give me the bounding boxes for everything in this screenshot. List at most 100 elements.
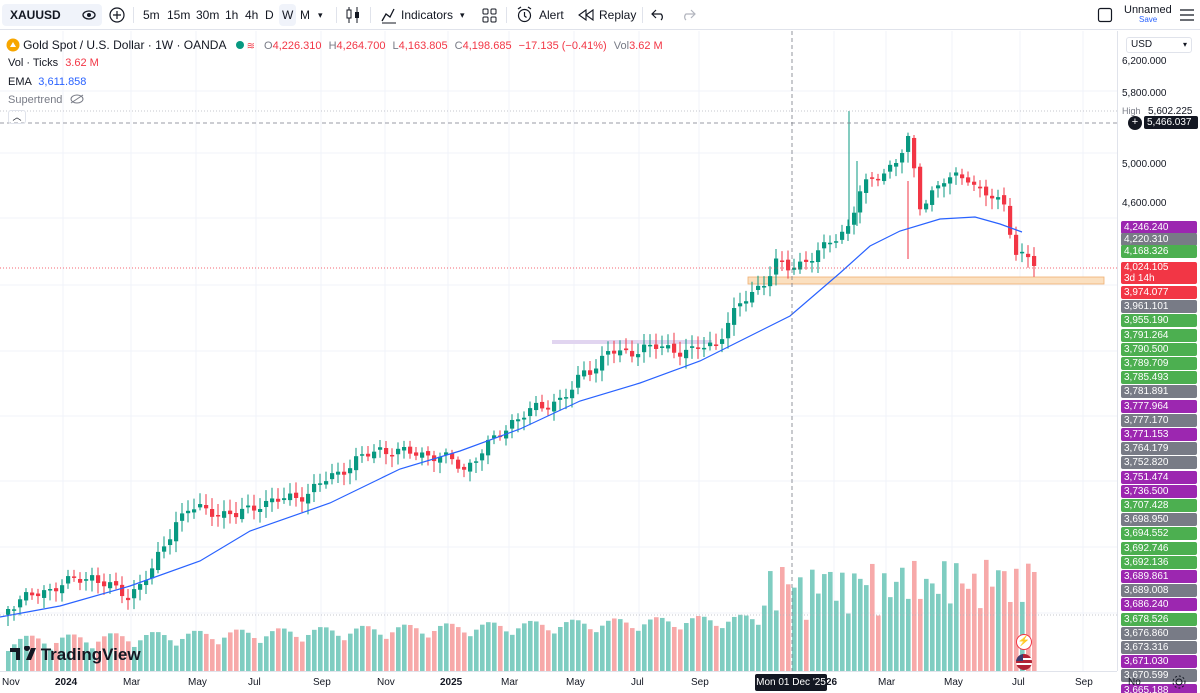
volume-bar (1002, 571, 1007, 671)
ema-indicator[interactable]: EMA 3,611.858 (8, 74, 86, 90)
volume-bar (930, 583, 935, 671)
add-alert-plus-icon[interactable]: + (1128, 116, 1142, 130)
candle-body (654, 344, 659, 349)
candle-body (360, 454, 365, 456)
volume-bar (462, 632, 467, 671)
interval-15m[interactable]: 15m (167, 8, 191, 22)
interval-w[interactable]: W (279, 4, 297, 26)
tradingview-logo[interactable]: TradingView (10, 645, 141, 665)
candle-body (984, 186, 989, 196)
volume-bar (204, 633, 209, 671)
toolbar-divider (642, 7, 643, 23)
us-flag-event-icon[interactable] (1016, 654, 1032, 670)
volume-bar (396, 627, 401, 671)
volume-bar (54, 642, 59, 671)
volume-bar (738, 614, 743, 671)
candle-body (480, 453, 485, 461)
price-chart[interactable] (0, 31, 1117, 671)
symbol-search-button[interactable]: XAUUSD (2, 4, 102, 26)
volume-bar (906, 598, 911, 671)
price-tag: 3,689.861 (1121, 570, 1197, 583)
price-tag: 3,791.264 (1121, 328, 1197, 342)
replay-button[interactable]: Replay (599, 8, 637, 22)
volume-bar (78, 637, 83, 671)
time-label: Nov (2, 677, 20, 688)
layout-save-link[interactable]: Save (1139, 15, 1158, 24)
volume-bar (720, 628, 725, 671)
low-value: 4,163.805 (398, 40, 448, 52)
volume-bar (942, 561, 947, 671)
volume-bar (120, 636, 125, 671)
toolbar-divider (370, 7, 371, 23)
settings-gear-icon[interactable] (1172, 675, 1186, 689)
chevron-down-icon[interactable]: ▾ (460, 10, 465, 20)
price-level: 6,200.000 (1122, 56, 1167, 67)
candle-body (528, 408, 533, 417)
hidden-eye-icon[interactable] (70, 94, 84, 104)
candle-body (366, 453, 371, 457)
indicators-button[interactable]: Indicators (401, 8, 454, 22)
candle-body (252, 505, 257, 511)
candle-body (474, 461, 479, 463)
candle-body (720, 339, 725, 344)
volume-bar (294, 636, 299, 671)
undo-icon[interactable] (651, 8, 666, 21)
candle-body (678, 352, 683, 357)
volume-bar (588, 629, 593, 671)
hamburger-menu-icon[interactable] (1180, 9, 1194, 21)
candle-body (450, 453, 455, 460)
candle-body (30, 592, 35, 596)
indicators-icon[interactable] (380, 6, 396, 24)
time-axis[interactable]: Nov 2024 Mar May Jul Sep Nov 2025 Mar May Jul Sep 26… (0, 671, 1186, 693)
interval-30m[interactable]: 30m (196, 8, 220, 22)
chevron-down-icon[interactable]: ▾ (318, 10, 323, 20)
templates-grid-icon[interactable] (482, 8, 497, 23)
redo-icon[interactable] (681, 8, 696, 21)
currency-selector[interactable]: USD ▾ (1126, 37, 1192, 53)
interval-4h[interactable]: 4h (245, 8, 259, 22)
volume-bar (84, 642, 89, 671)
add-compare-icon[interactable] (109, 7, 125, 23)
volume-bar (570, 619, 575, 671)
candle-body (204, 505, 209, 509)
volume-bar (684, 623, 689, 671)
interval-m[interactable]: M (300, 8, 310, 22)
lightning-event-icon[interactable]: ⚡ (1016, 634, 1032, 650)
layout-checkbox-icon[interactable] (1097, 7, 1113, 23)
candle-body (150, 568, 155, 579)
price-axis[interactable]: USD ▾ 6,200.000 5,800.000 High 5,602.225… (1117, 31, 1200, 693)
volume-bar (252, 638, 257, 671)
volume-bar (216, 644, 221, 671)
candle-body (120, 584, 125, 597)
candles-chart-type-icon[interactable] (345, 6, 361, 24)
volume-bar (144, 635, 149, 671)
vol-ticks-label: Vol · Ticks (8, 57, 59, 69)
candle-body (174, 522, 179, 542)
candle-body (228, 510, 233, 515)
price-tag: 4,220.310 (1121, 233, 1197, 246)
price-tag: 3,955.190 (1121, 314, 1197, 328)
interval-d[interactable]: D (265, 8, 274, 22)
interval-5m[interactable]: 5m (143, 8, 160, 22)
alarm-clock-icon[interactable] (516, 6, 533, 23)
volume-bar (882, 573, 887, 671)
candle-body (582, 370, 587, 377)
volume-bar (324, 627, 329, 671)
time-label: May (944, 677, 963, 688)
volume-bar (990, 586, 995, 671)
time-label: Jul (631, 677, 644, 688)
volume-bar (72, 634, 77, 671)
collapse-legend-chevron-icon[interactable]: ︿ (8, 110, 26, 124)
layout-name[interactable]: Unnamed (1124, 4, 1172, 16)
price-tag: 3,694.552 (1121, 527, 1197, 541)
open-label: O (264, 40, 273, 52)
replay-icon[interactable] (578, 9, 594, 21)
supertrend-indicator[interactable]: Supertrend (8, 92, 84, 108)
volume-bar (414, 628, 419, 671)
volume-bar (126, 641, 131, 671)
interval-1h[interactable]: 1h (225, 8, 239, 22)
volume-bar (744, 615, 749, 671)
vol-ticks-indicator[interactable]: Vol · Ticks 3.62 M (8, 55, 99, 71)
candle-body (948, 177, 953, 184)
alert-button[interactable]: Alert (539, 8, 564, 22)
